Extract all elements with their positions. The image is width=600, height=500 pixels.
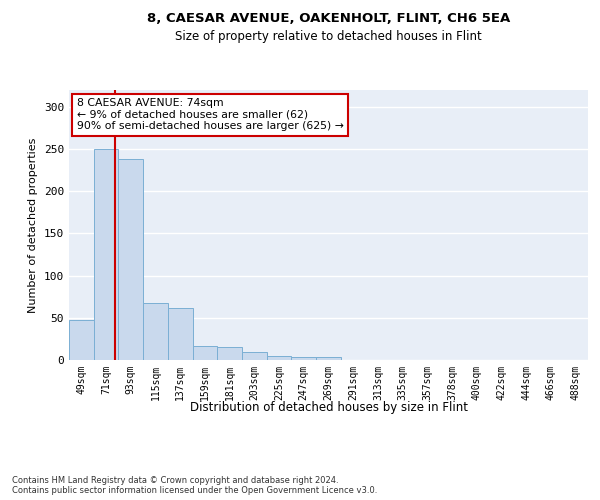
Text: Contains HM Land Registry data © Crown copyright and database right 2024.
Contai: Contains HM Land Registry data © Crown c… xyxy=(12,476,377,495)
Bar xyxy=(292,356,316,360)
Bar xyxy=(316,358,341,360)
Bar xyxy=(94,149,118,360)
Bar xyxy=(193,346,217,360)
Text: 8 CAESAR AVENUE: 74sqm
← 9% of detached houses are smaller (62)
90% of semi-deta: 8 CAESAR AVENUE: 74sqm ← 9% of detached … xyxy=(77,98,344,132)
Text: 8, CAESAR AVENUE, OAKENHOLT, FLINT, CH6 5EA: 8, CAESAR AVENUE, OAKENHOLT, FLINT, CH6 … xyxy=(147,12,511,26)
Y-axis label: Number of detached properties: Number of detached properties xyxy=(28,138,38,312)
Text: Distribution of detached houses by size in Flint: Distribution of detached houses by size … xyxy=(190,401,468,414)
Bar xyxy=(168,308,193,360)
Bar xyxy=(69,320,94,360)
Bar xyxy=(118,159,143,360)
Text: Size of property relative to detached houses in Flint: Size of property relative to detached ho… xyxy=(175,30,482,43)
Bar xyxy=(217,346,242,360)
Bar xyxy=(242,352,267,360)
Bar xyxy=(267,356,292,360)
Bar xyxy=(143,304,168,360)
